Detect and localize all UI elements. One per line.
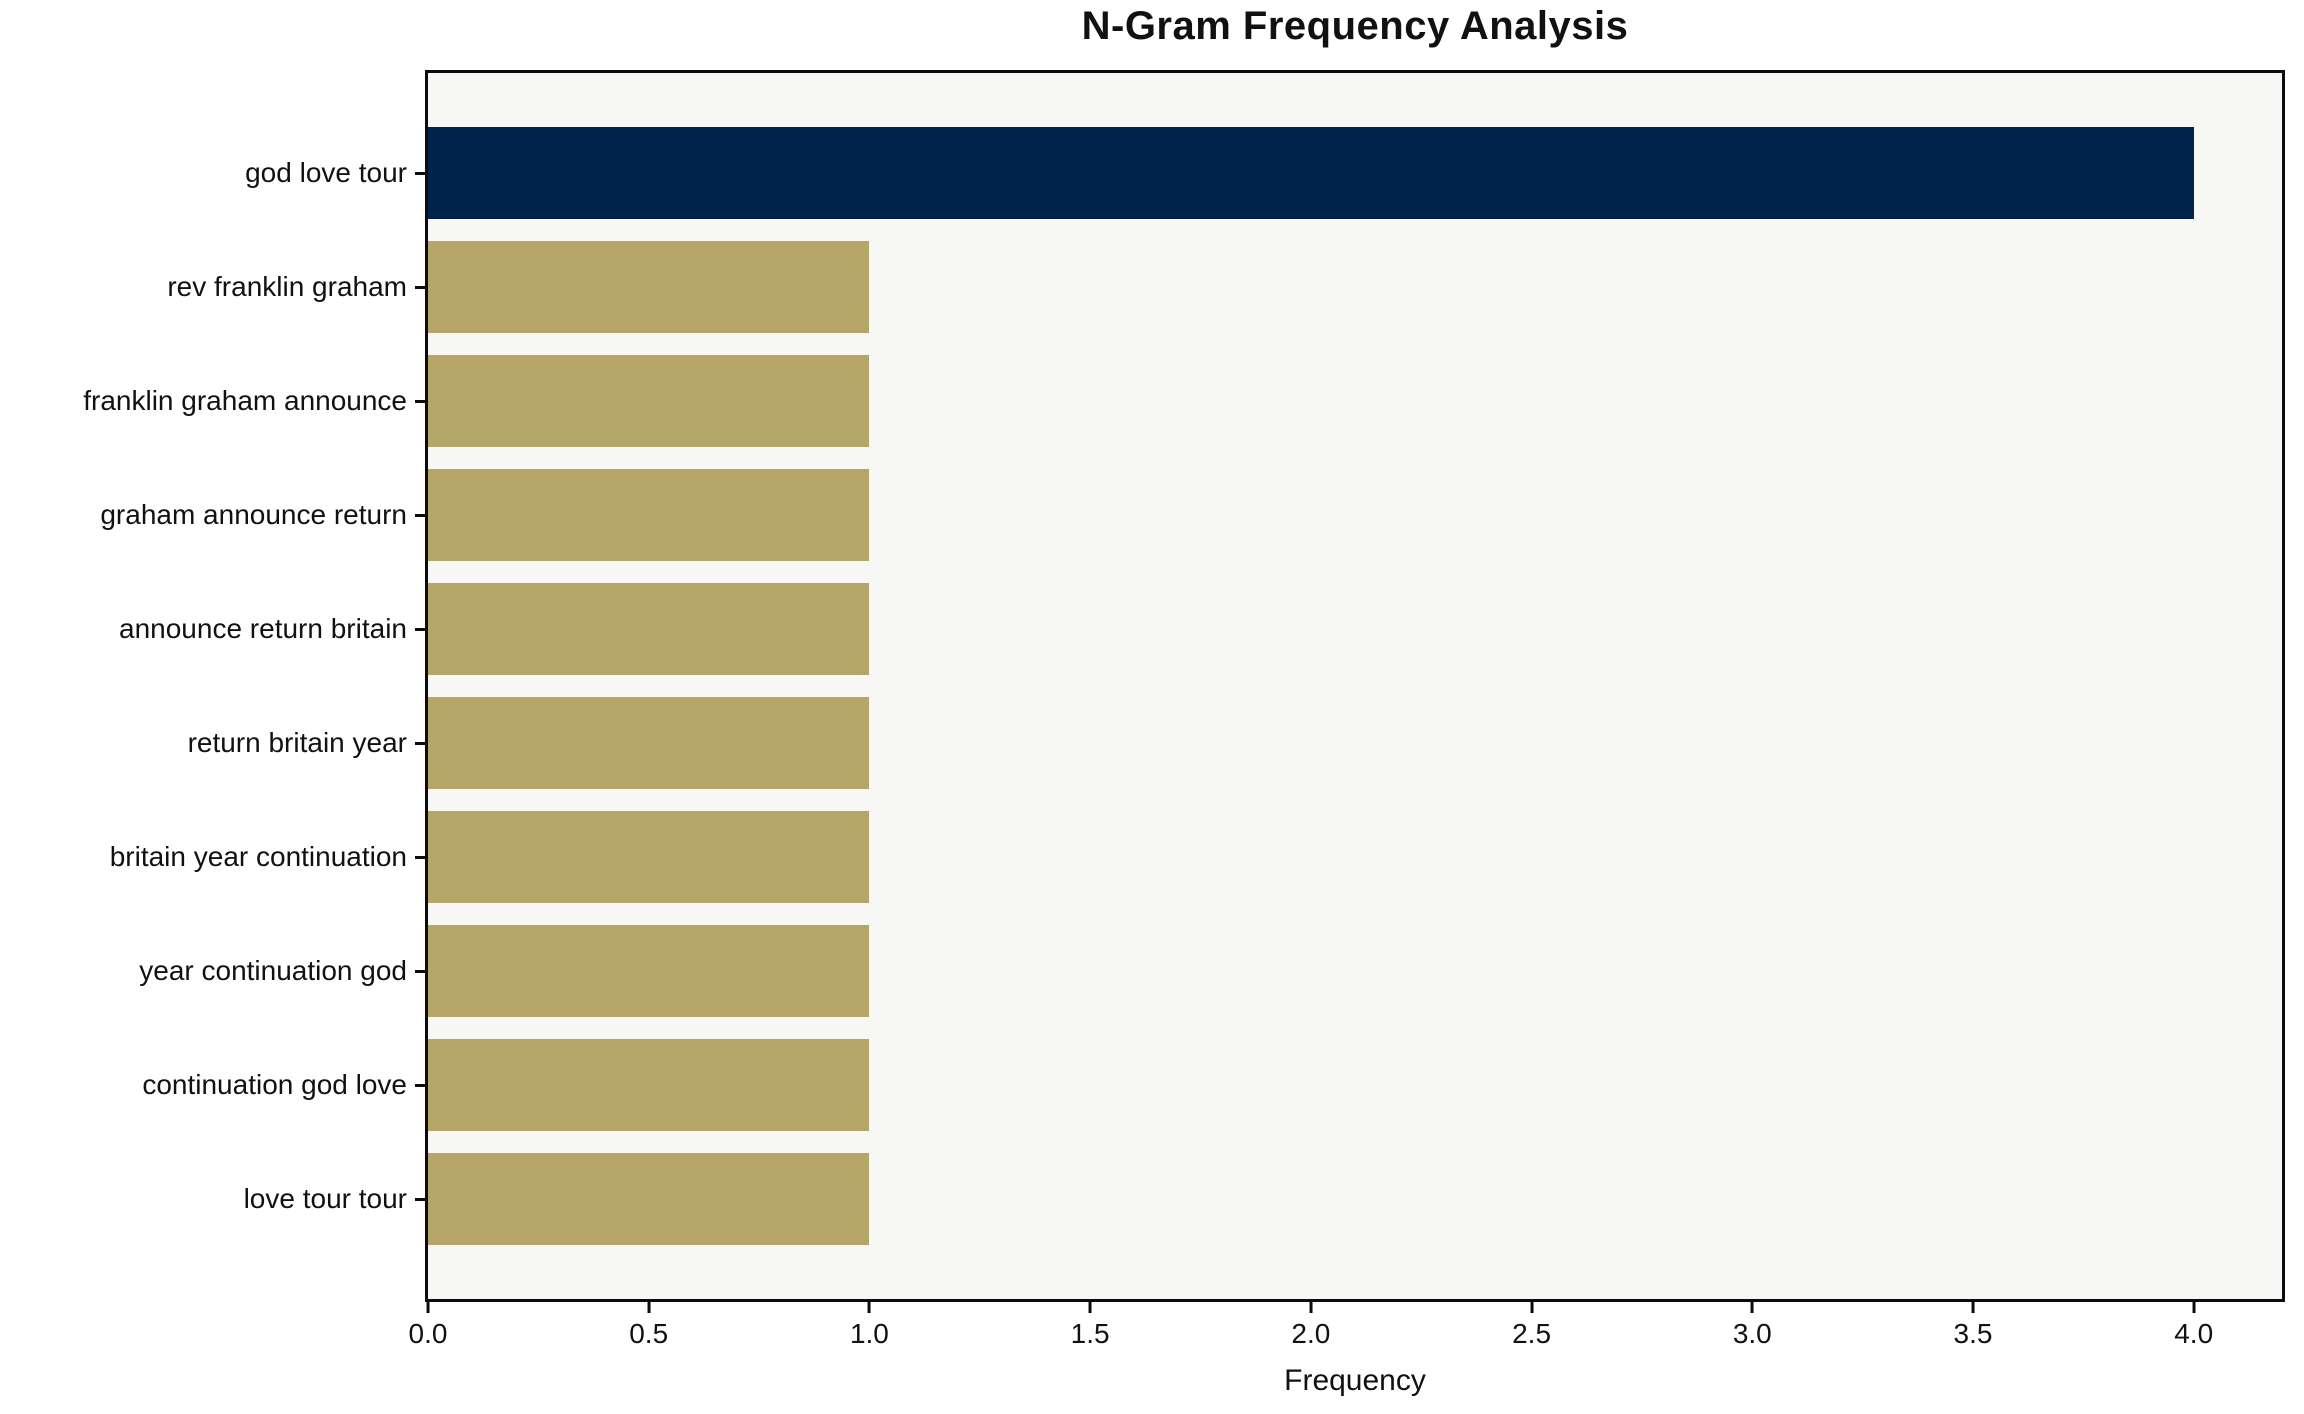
y-tick: britain year continuation <box>0 800 425 914</box>
y-tick-label: franklin graham announce <box>83 385 407 416</box>
y-tick-mark <box>415 969 425 973</box>
x-tick: 3.5 <box>1953 1302 1993 1350</box>
y-tick-mark <box>415 399 425 403</box>
bar-row <box>428 1028 2282 1142</box>
bar-row <box>428 1142 2282 1256</box>
y-tick: continuation god love <box>0 1028 425 1142</box>
y-tick: announce return britain <box>0 572 425 686</box>
bar-row <box>428 800 2282 914</box>
bar-love-tour-tour <box>428 1153 870 1245</box>
y-tick-label: love tour tour <box>243 1183 407 1214</box>
x-tick-mark <box>2192 1302 2196 1313</box>
bar-return-britain-year <box>428 697 870 789</box>
x-tick: 2.0 <box>1291 1302 1330 1350</box>
plot-area <box>425 70 2285 1302</box>
x-tick-mark <box>1088 1302 1092 1313</box>
y-tick: graham announce return <box>0 458 425 572</box>
y-tick-label: announce return britain <box>119 613 407 644</box>
x-tick-label: 0.5 <box>629 1318 669 1349</box>
x-tick-label: 3.5 <box>1953 1318 1993 1349</box>
y-tick-label: return britain year <box>187 727 407 758</box>
bar-continuation-god-love <box>428 1039 870 1131</box>
y-tick: god love tour <box>0 116 425 230</box>
bar-announce-return-britain <box>428 583 870 675</box>
y-tick: return britain year <box>0 686 425 800</box>
x-tick: 4.0 <box>2174 1302 2213 1350</box>
bar-row <box>428 458 2282 572</box>
bar-franklin-graham-announce <box>428 355 870 447</box>
bar-row <box>428 914 2282 1028</box>
x-tick-label: 2.0 <box>1291 1318 1331 1349</box>
y-tick-label: year continuation god <box>139 955 407 986</box>
bar-row <box>428 572 2282 686</box>
x-tick: 1.5 <box>1071 1302 1110 1350</box>
y-tick-label: god love tour <box>245 157 407 188</box>
x-tick-mark <box>1750 1302 1754 1313</box>
x-tick-label: 0.0 <box>408 1318 448 1349</box>
x-tick-mark <box>1971 1302 1975 1313</box>
y-tick-mark <box>415 627 425 631</box>
y-tick-mark <box>415 855 425 859</box>
x-tick-mark <box>647 1302 651 1313</box>
y-tick-mark <box>415 171 425 175</box>
x-axis-label: Frequency <box>1284 1364 1426 1397</box>
x-tick-label: 1.0 <box>849 1318 889 1349</box>
y-tick-mark <box>415 1197 425 1201</box>
bar-row <box>428 344 2282 458</box>
y-tick-label: continuation god love <box>142 1069 407 1100</box>
y-tick: rev franklin graham <box>0 230 425 344</box>
chart-title: N-Gram Frequency Analysis <box>1081 4 1629 48</box>
bar-row <box>428 116 2282 230</box>
bar-britain-year-continuation <box>428 811 870 903</box>
y-tick-label: rev franklin graham <box>167 271 407 302</box>
y-tick-label: britain year continuation <box>109 841 407 872</box>
bar-row <box>428 230 2282 344</box>
x-tick-label: 4.0 <box>2174 1318 2214 1349</box>
x-axis-ticks: 0.0 0.5 1.0 1.5 2.0 2.5 3.0 3.5 4.0 <box>409 1302 2282 1362</box>
x-tick-mark <box>1530 1302 1534 1313</box>
bar-graham-announce-return <box>428 469 870 561</box>
y-tick-mark <box>415 513 425 517</box>
y-tick-label: graham announce return <box>100 499 407 530</box>
x-tick: 3.0 <box>1733 1302 1772 1350</box>
y-tick: love tour tour <box>0 1142 425 1256</box>
x-tick-mark <box>1309 1302 1313 1313</box>
x-tick-mark <box>867 1302 871 1313</box>
y-tick-mark <box>415 1083 425 1087</box>
y-axis-labels: god love tour rev franklin graham franklin… <box>0 70 425 1302</box>
y-tick: franklin graham announce <box>0 344 425 458</box>
x-tick: 1.0 <box>850 1302 889 1350</box>
y-tick-mark <box>415 285 425 289</box>
x-tick-label: 1.5 <box>1070 1318 1110 1349</box>
y-tick: year continuation god <box>0 914 425 1028</box>
x-tick-mark <box>426 1302 430 1313</box>
bar-year-continuation-god <box>428 925 870 1017</box>
x-tick: 0.5 <box>629 1302 668 1350</box>
x-tick-label: 3.0 <box>1732 1318 1772 1349</box>
bar-row <box>428 686 2282 800</box>
y-tick-mark <box>415 741 425 745</box>
x-tick: 2.5 <box>1512 1302 1551 1350</box>
bar-god-love-tour <box>428 127 2194 219</box>
x-tick: 0.0 <box>408 1302 448 1350</box>
x-tick-label: 2.5 <box>1512 1318 1552 1349</box>
bar-rev-franklin-graham <box>428 241 870 333</box>
